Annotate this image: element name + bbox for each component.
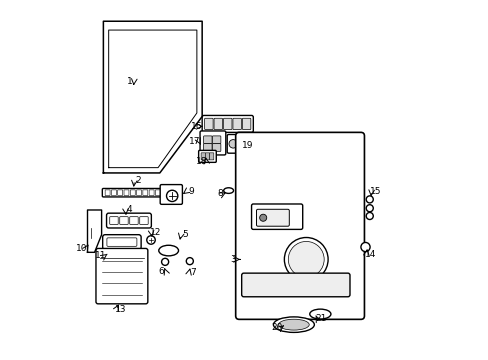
Text: 21: 21 [315, 314, 326, 323]
FancyBboxPatch shape [241, 273, 349, 297]
FancyBboxPatch shape [212, 144, 221, 152]
FancyBboxPatch shape [142, 190, 147, 195]
Circle shape [228, 140, 237, 148]
FancyBboxPatch shape [111, 190, 116, 195]
Text: 15: 15 [369, 187, 381, 196]
Text: 20: 20 [271, 323, 282, 332]
FancyBboxPatch shape [124, 190, 129, 195]
Circle shape [366, 196, 372, 203]
FancyBboxPatch shape [201, 153, 205, 160]
Text: 11: 11 [95, 251, 106, 260]
FancyBboxPatch shape [242, 118, 250, 130]
Text: 7: 7 [190, 268, 196, 277]
Text: 19: 19 [242, 141, 253, 150]
Text: 13: 13 [114, 305, 126, 314]
FancyBboxPatch shape [174, 190, 179, 195]
Ellipse shape [159, 245, 178, 256]
Circle shape [166, 190, 178, 202]
FancyBboxPatch shape [209, 153, 213, 160]
Ellipse shape [223, 188, 233, 193]
FancyBboxPatch shape [120, 217, 128, 224]
FancyBboxPatch shape [203, 136, 212, 144]
FancyBboxPatch shape [96, 248, 147, 304]
Circle shape [366, 205, 372, 212]
FancyBboxPatch shape [256, 209, 289, 226]
Circle shape [366, 212, 372, 220]
FancyBboxPatch shape [106, 213, 151, 228]
FancyBboxPatch shape [235, 132, 364, 319]
FancyBboxPatch shape [155, 190, 160, 195]
Text: 14: 14 [365, 249, 376, 258]
FancyBboxPatch shape [102, 189, 182, 197]
Text: 1: 1 [127, 77, 132, 86]
Text: 10: 10 [76, 244, 87, 253]
Circle shape [284, 238, 327, 281]
Text: 3: 3 [230, 255, 236, 264]
Text: 18: 18 [196, 157, 207, 166]
Circle shape [236, 140, 244, 148]
FancyBboxPatch shape [212, 136, 221, 144]
Circle shape [186, 258, 193, 265]
FancyBboxPatch shape [129, 217, 138, 224]
Circle shape [161, 258, 168, 265]
FancyBboxPatch shape [232, 118, 241, 130]
Circle shape [146, 236, 155, 244]
FancyBboxPatch shape [214, 118, 222, 130]
Circle shape [360, 242, 369, 252]
FancyBboxPatch shape [107, 238, 137, 246]
Circle shape [288, 242, 324, 277]
FancyBboxPatch shape [200, 131, 225, 155]
FancyBboxPatch shape [109, 217, 118, 224]
FancyBboxPatch shape [204, 118, 213, 130]
FancyBboxPatch shape [223, 118, 231, 130]
FancyBboxPatch shape [149, 190, 154, 195]
FancyBboxPatch shape [162, 190, 166, 195]
Text: 17: 17 [189, 138, 201, 147]
FancyBboxPatch shape [160, 185, 182, 204]
FancyBboxPatch shape [227, 135, 246, 153]
Text: 5: 5 [182, 230, 188, 239]
Text: 12: 12 [150, 228, 161, 237]
FancyBboxPatch shape [105, 190, 110, 195]
FancyBboxPatch shape [202, 116, 253, 132]
Ellipse shape [278, 319, 308, 330]
FancyBboxPatch shape [102, 235, 141, 249]
FancyBboxPatch shape [130, 190, 135, 195]
FancyBboxPatch shape [118, 190, 122, 195]
Text: 9: 9 [187, 187, 193, 196]
Text: 16: 16 [191, 122, 202, 131]
Circle shape [259, 214, 266, 221]
FancyBboxPatch shape [205, 153, 209, 160]
Text: 8: 8 [217, 189, 222, 198]
Ellipse shape [273, 317, 314, 332]
Text: 4: 4 [127, 206, 132, 215]
Ellipse shape [309, 309, 330, 319]
FancyBboxPatch shape [140, 217, 148, 224]
FancyBboxPatch shape [203, 144, 212, 152]
Text: 2: 2 [136, 176, 141, 185]
FancyBboxPatch shape [198, 150, 216, 162]
FancyBboxPatch shape [136, 190, 141, 195]
FancyBboxPatch shape [168, 190, 173, 195]
Text: 6: 6 [159, 267, 164, 276]
FancyBboxPatch shape [251, 204, 302, 229]
